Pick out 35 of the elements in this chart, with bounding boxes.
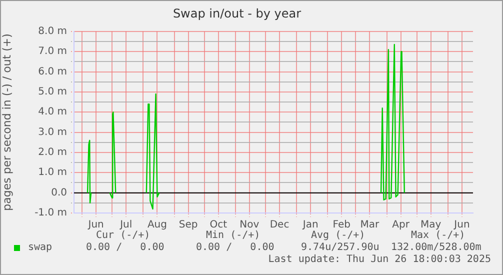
y-tick-label: 2.0 m	[38, 147, 67, 158]
x-tick-label: Sep	[178, 220, 198, 231]
y-tick-label: 4.0 m	[38, 106, 67, 118]
y-tick-label: -1.0 m	[34, 208, 67, 219]
x-tick-label: Oct	[210, 220, 228, 231]
x-tick-label: Jan	[302, 220, 318, 231]
y-tick-label: 6.0 m	[38, 66, 67, 78]
text: Avg (-/+)	[311, 230, 366, 241]
text: 132.00m/528.00m	[391, 242, 482, 253]
legend-label: swap	[27, 242, 52, 253]
x-tick-label: Nov	[240, 220, 260, 231]
text: 0.00 / 0.00	[86, 242, 164, 253]
text: 9.74u/257.90u	[301, 242, 380, 253]
x-tick-label: May	[420, 220, 442, 231]
x-tick-label: Feb	[332, 220, 351, 231]
y-tick-label: 3.0 m	[38, 126, 67, 138]
text: Max (-/+)	[411, 230, 466, 241]
chart-title: Swap in/out - by year	[172, 6, 302, 20]
y-tick-label: 7.0 m	[38, 46, 67, 58]
x-tick-label: Dec	[270, 220, 290, 231]
x-tick-label: Jun	[453, 220, 470, 231]
y-axis-title: pages per second in (-) / out (+)	[0, 34, 14, 211]
text: 0.00 / 0.00	[196, 242, 274, 253]
x-tick-label: Apr	[392, 220, 410, 231]
x-tick-label: Jul	[119, 220, 132, 231]
y-tick-label: 1.0 m	[38, 167, 67, 178]
y-tick-label: 8.0 m	[38, 26, 67, 37]
x-tick-label: Jun	[87, 220, 104, 231]
y-tick-label: 5.0 m	[38, 86, 67, 98]
y-tick-label: 0.0	[51, 187, 67, 198]
text: Last update: Thu Jun 26 18:00:03 2025	[268, 254, 491, 265]
text: Cur (-/+)	[96, 230, 150, 241]
text: Min (-/+)	[206, 230, 260, 241]
x-tick-label: Mar	[360, 220, 380, 231]
x-tick-label: Aug	[147, 220, 167, 231]
